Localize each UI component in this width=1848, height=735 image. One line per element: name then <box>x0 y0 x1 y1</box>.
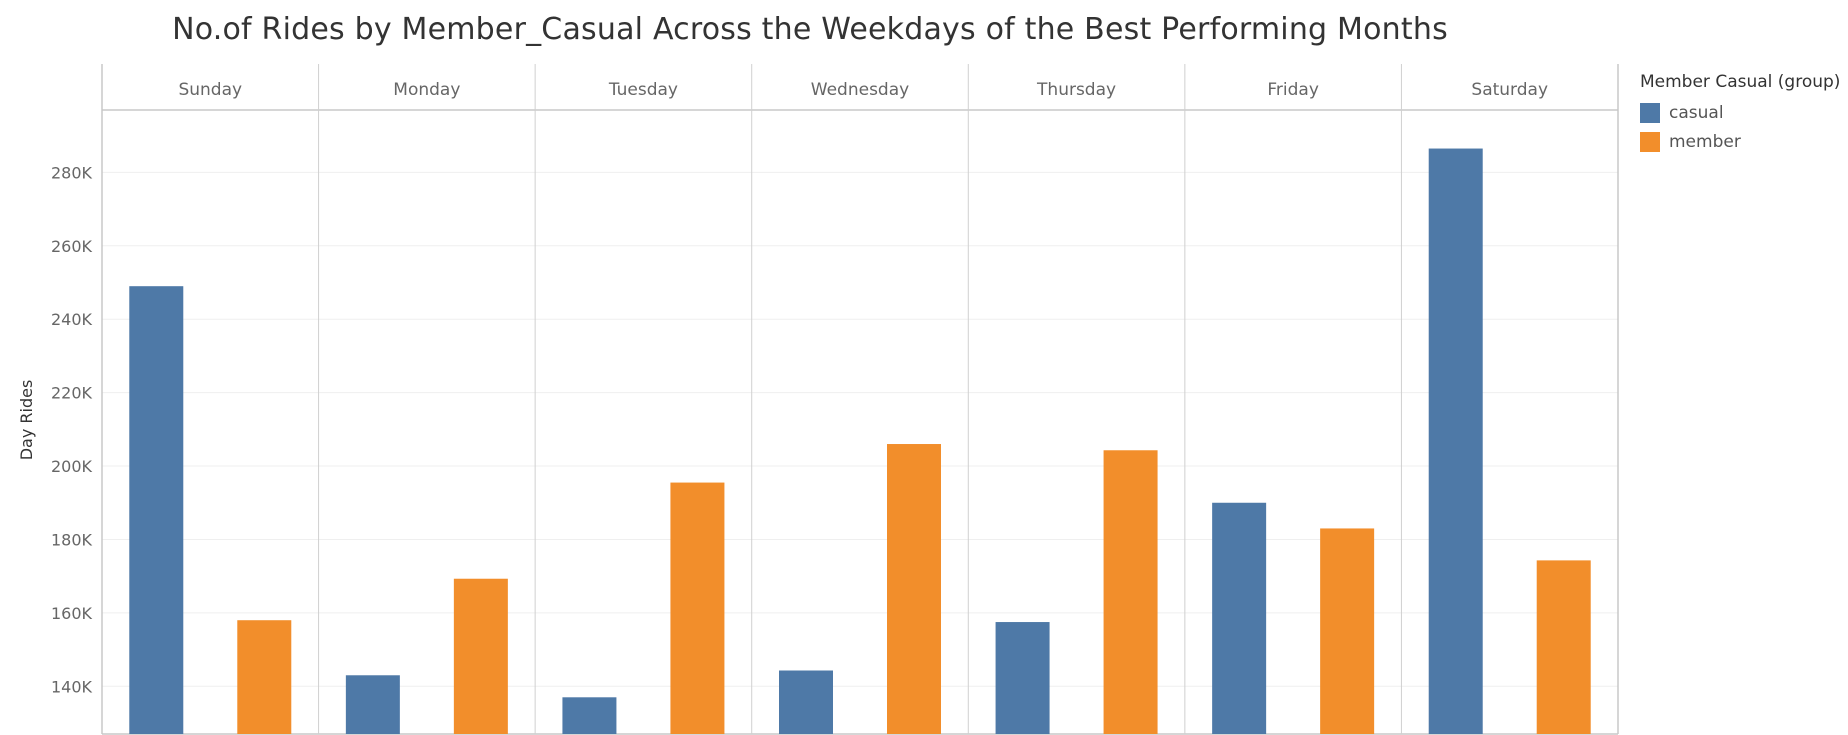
bar-casual <box>1428 148 1483 734</box>
legend-items: casual member <box>1640 98 1840 156</box>
y-tick-label: 240K <box>51 310 93 329</box>
category-headers: Sunday Monday Tuesday Wednesday Thursday Frid… <box>178 80 1548 100</box>
bar-casual <box>1212 502 1267 734</box>
bar-member <box>237 620 292 734</box>
chart-frame <box>101 64 1619 735</box>
bar-casual <box>562 697 617 734</box>
category-label: Saturday <box>1471 80 1548 100</box>
legend: Member Casual (group) casual member <box>1640 72 1840 156</box>
bar-casual <box>779 670 833 734</box>
bar-member <box>453 578 508 734</box>
y-tick-label: 220K <box>51 384 93 403</box>
bar-casual <box>129 286 184 734</box>
legend-label: member <box>1669 131 1741 152</box>
legend-label: casual <box>1669 102 1724 123</box>
bar-member <box>1536 560 1591 734</box>
y-tick-label: 180K <box>51 530 93 549</box>
legend-item-member: member <box>1640 127 1840 156</box>
y-tick-label: 200K <box>51 457 93 476</box>
chart-title: No.of Rides by Member_Casual Across the … <box>172 12 1448 47</box>
y-tick-label: 140K <box>51 677 93 696</box>
y-tick-label: 280K <box>51 163 93 182</box>
legend-title: Member Casual (group) <box>1640 72 1841 92</box>
y-tick-label: 160K <box>51 604 93 623</box>
legend-item-casual: casual <box>1640 98 1840 127</box>
y-axis-label: Day Rides <box>17 380 36 461</box>
bars <box>129 148 1591 734</box>
bar-member <box>887 444 941 734</box>
legend-swatch <box>1640 102 1660 123</box>
category-label: Sunday <box>178 80 242 100</box>
bar-member <box>1103 450 1158 734</box>
bar-casual <box>995 622 1050 734</box>
category-label: Tuesday <box>608 80 678 100</box>
y-axis: 140K 160K 180K 200K 220K 240K 260K 280K <box>51 163 93 696</box>
bar-member <box>1320 528 1375 734</box>
y-tick-label: 260K <box>51 237 93 256</box>
bar-member <box>670 482 725 734</box>
legend-swatch <box>1640 131 1660 152</box>
category-label: Friday <box>1267 80 1319 100</box>
category-label: Wednesday <box>811 80 909 100</box>
category-label: Monday <box>393 80 460 100</box>
gridlines <box>102 171 1618 687</box>
bar-casual <box>345 675 400 734</box>
category-label: Thursday <box>1036 80 1116 100</box>
